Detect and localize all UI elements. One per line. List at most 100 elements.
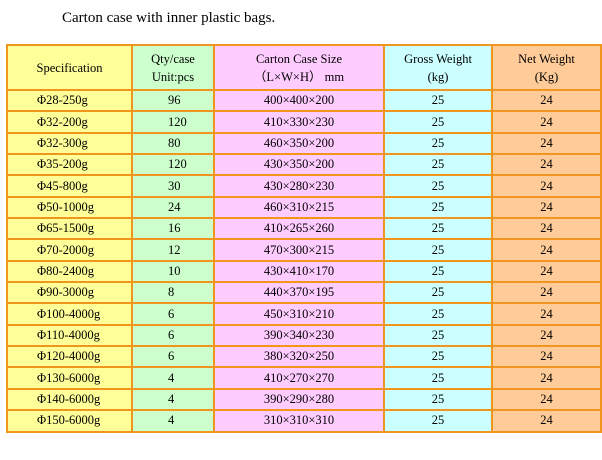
table-row: Φ28-250g 96 400×400×200 25 24 bbox=[6, 88, 602, 113]
size-cell: 380×320×250 bbox=[213, 345, 385, 369]
table-row: Φ65-1500g 16 410×265×260 25 24 bbox=[6, 217, 602, 241]
header-net-label: Net Weight bbox=[518, 51, 575, 66]
spec-cell: Φ35-200g bbox=[6, 153, 133, 177]
table-row: Φ45-800g 30 430×280×230 25 24 bbox=[6, 174, 602, 198]
qty-cell: 8 bbox=[131, 281, 215, 305]
qty-cell: 4 bbox=[131, 387, 215, 412]
size-cell: 470×300×215 bbox=[213, 238, 385, 262]
qty-cell: 24 bbox=[131, 195, 215, 220]
qty-cell: 120 bbox=[131, 110, 215, 134]
size-cell: 430×350×200 bbox=[213, 153, 385, 177]
header-gross-unit: (kg) bbox=[427, 69, 449, 84]
net-weight-cell: 24 bbox=[491, 88, 602, 113]
net-weight-cell: 24 bbox=[491, 153, 602, 177]
header-row: Specification Qty/case Unit:pcs Carton C… bbox=[6, 44, 602, 91]
net-weight-cell: 24 bbox=[491, 409, 602, 433]
gross-weight-cell: 25 bbox=[383, 238, 493, 262]
gross-weight-cell: 25 bbox=[383, 110, 493, 134]
table-row: Φ35-200g 120 430×350×200 25 24 bbox=[6, 153, 602, 177]
net-weight-cell: 24 bbox=[491, 281, 602, 305]
spec-cell: Φ90-3000g bbox=[6, 281, 133, 305]
table-row: Φ32-300g 80 460×350×200 25 24 bbox=[6, 131, 602, 156]
spec-cell: Φ100-4000g bbox=[6, 302, 133, 326]
table-row: Φ80-2400g 10 430×410×170 25 24 bbox=[6, 259, 602, 284]
qty-cell: 4 bbox=[131, 409, 215, 433]
header-gross-label: Gross Weight bbox=[404, 51, 472, 66]
size-cell: 410×330×230 bbox=[213, 110, 385, 134]
qty-cell: 6 bbox=[131, 323, 215, 348]
gross-weight-cell: 25 bbox=[383, 302, 493, 326]
net-weight-cell: 24 bbox=[491, 238, 602, 262]
table-row: Φ90-3000g 8 440×370×195 25 24 bbox=[6, 281, 602, 305]
spec-cell: Φ80-2400g bbox=[6, 259, 133, 284]
net-weight-cell: 24 bbox=[491, 259, 602, 284]
spec-cell: Φ150-6000g bbox=[6, 409, 133, 433]
table-body: Φ28-250g 96 400×400×200 25 24 Φ32-200g 1… bbox=[6, 88, 602, 433]
table-row: Φ110-4000g 6 390×340×230 25 24 bbox=[6, 323, 602, 348]
carton-spec-table: Specification Qty/case Unit:pcs Carton C… bbox=[6, 44, 602, 433]
header-carton-size: Carton Case Size （L×W×H） mm bbox=[213, 44, 385, 91]
spec-cell: Φ65-1500g bbox=[6, 217, 133, 241]
size-cell: 430×410×170 bbox=[213, 259, 385, 284]
spec-cell: Φ32-300g bbox=[6, 131, 133, 156]
net-weight-cell: 24 bbox=[491, 387, 602, 412]
net-weight-cell: 24 bbox=[491, 174, 602, 198]
qty-cell: 10 bbox=[131, 259, 215, 284]
qty-cell: 16 bbox=[131, 217, 215, 241]
gross-weight-cell: 25 bbox=[383, 217, 493, 241]
table-row: Φ70-2000g 12 470×300×215 25 24 bbox=[6, 238, 602, 262]
header-specification: Specification bbox=[6, 44, 133, 91]
net-weight-cell: 24 bbox=[491, 217, 602, 241]
header-size-label: Carton Case Size bbox=[255, 51, 343, 66]
spec-cell: Φ50-1000g bbox=[6, 195, 133, 220]
net-weight-cell: 24 bbox=[491, 195, 602, 220]
size-cell: 390×290×280 bbox=[213, 387, 385, 412]
gross-weight-cell: 25 bbox=[383, 387, 493, 412]
table-row: Φ32-200g 120 410×330×230 25 24 bbox=[6, 110, 602, 134]
spec-cell: Φ110-4000g bbox=[6, 323, 133, 348]
qty-cell: 6 bbox=[131, 302, 215, 326]
spec-cell: Φ120-4000g bbox=[6, 345, 133, 369]
table-row: Φ100-4000g 6 450×310×210 25 24 bbox=[6, 302, 602, 326]
table-row: Φ50-1000g 24 460×310×215 25 24 bbox=[6, 195, 602, 220]
qty-cell: 80 bbox=[131, 131, 215, 156]
table-row: Φ150-6000g 4 310×310×310 25 24 bbox=[6, 409, 602, 433]
net-weight-cell: 24 bbox=[491, 323, 602, 348]
qty-cell: 4 bbox=[131, 366, 215, 390]
size-cell: 390×340×230 bbox=[213, 323, 385, 348]
net-weight-cell: 24 bbox=[491, 131, 602, 156]
net-weight-cell: 24 bbox=[491, 366, 602, 390]
gross-weight-cell: 25 bbox=[383, 345, 493, 369]
spec-cell: Φ140-6000g bbox=[6, 387, 133, 412]
qty-cell: 30 bbox=[131, 174, 215, 198]
gross-weight-cell: 25 bbox=[383, 195, 493, 220]
spec-cell: Φ45-800g bbox=[6, 174, 133, 198]
header-qty-label: Qty/case bbox=[151, 51, 195, 66]
header-gross-weight: Gross Weight (kg) bbox=[383, 44, 493, 91]
table-row: Φ130-6000g 4 410×270×270 25 24 bbox=[6, 366, 602, 390]
gross-weight-cell: 25 bbox=[383, 153, 493, 177]
gross-weight-cell: 25 bbox=[383, 131, 493, 156]
qty-cell: 6 bbox=[131, 345, 215, 369]
size-cell: 430×280×230 bbox=[213, 174, 385, 198]
header-specification-label: Specification bbox=[36, 60, 103, 75]
gross-weight-cell: 25 bbox=[383, 323, 493, 348]
net-weight-cell: 24 bbox=[491, 345, 602, 369]
qty-cell: 12 bbox=[131, 238, 215, 262]
gross-weight-cell: 25 bbox=[383, 259, 493, 284]
gross-weight-cell: 25 bbox=[383, 409, 493, 433]
header-net-unit: (Kg) bbox=[534, 69, 559, 84]
net-weight-cell: 24 bbox=[491, 110, 602, 134]
size-cell: 460×310×215 bbox=[213, 195, 385, 220]
spec-cell: Φ130-6000g bbox=[6, 366, 133, 390]
page-caption: Carton case with inner plastic bags. bbox=[62, 10, 276, 26]
qty-cell: 120 bbox=[131, 153, 215, 177]
size-cell: 450×310×210 bbox=[213, 302, 385, 326]
spec-cell: Φ70-2000g bbox=[6, 238, 133, 262]
gross-weight-cell: 25 bbox=[383, 366, 493, 390]
header-size-unit: （L×W×H） mm bbox=[253, 69, 345, 84]
size-cell: 310×310×310 bbox=[213, 409, 385, 433]
header-qty-per-case: Qty/case Unit:pcs bbox=[131, 44, 215, 91]
gross-weight-cell: 25 bbox=[383, 88, 493, 113]
size-cell: 440×370×195 bbox=[213, 281, 385, 305]
